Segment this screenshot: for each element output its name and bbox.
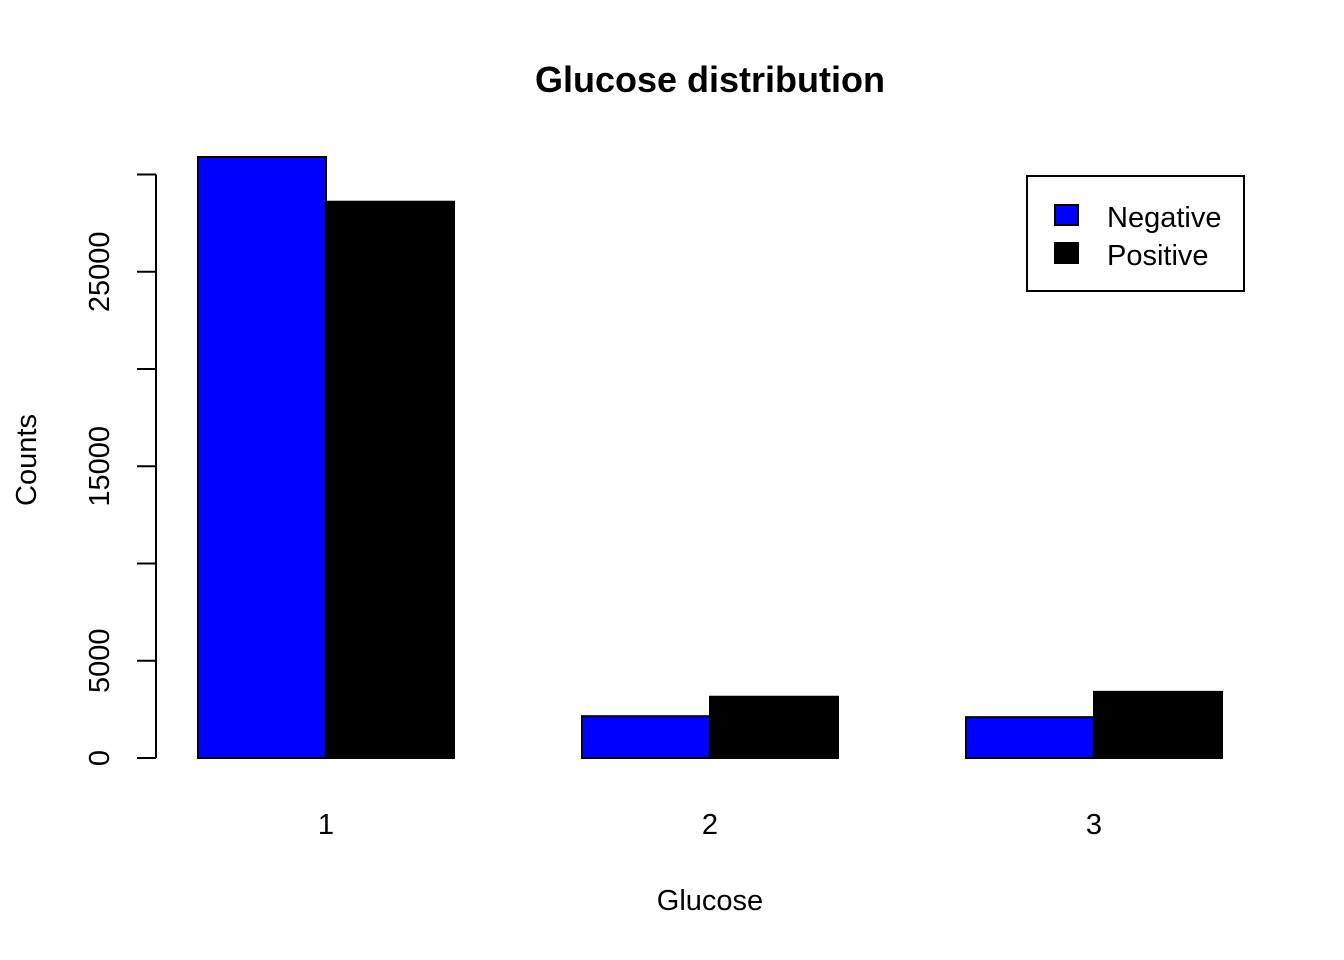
legend-swatch-negative: [1054, 204, 1079, 226]
y-axis-tick-label: 15000: [84, 426, 116, 507]
x-axis-tick-label: 1: [318, 809, 334, 841]
x-axis-tick-label: 2: [702, 809, 718, 841]
bar-positive-1: [325, 200, 455, 760]
bar-positive-3: [1093, 690, 1223, 759]
y-axis-tick-label: 0: [84, 750, 116, 766]
legend-swatch-positive: [1054, 242, 1079, 264]
chart-title: Glucose distribution: [535, 59, 885, 100]
x-axis-tick-label: 3: [1086, 809, 1102, 841]
bar-negative-3: [965, 716, 1095, 759]
y-axis: 0 5000 15000 25000: [84, 173, 157, 766]
bars: [197, 156, 1223, 760]
bar-negative-1: [197, 156, 327, 759]
legend-label-negative: Negative: [1107, 202, 1221, 234]
x-axis-title: Glucose: [657, 885, 763, 917]
legend: Negative Positive: [1026, 175, 1245, 292]
bar-negative-2: [581, 715, 711, 760]
y-axis-title: Counts: [11, 414, 43, 506]
x-axis-tick-labels: 1 2 3: [318, 809, 1102, 841]
y-axis-tick-label: 25000: [84, 231, 116, 312]
bar-positive-2: [709, 695, 839, 760]
legend-label-positive: Positive: [1107, 240, 1209, 272]
y-axis-tick-label: 5000: [84, 628, 116, 693]
legend-box: [1026, 175, 1245, 292]
